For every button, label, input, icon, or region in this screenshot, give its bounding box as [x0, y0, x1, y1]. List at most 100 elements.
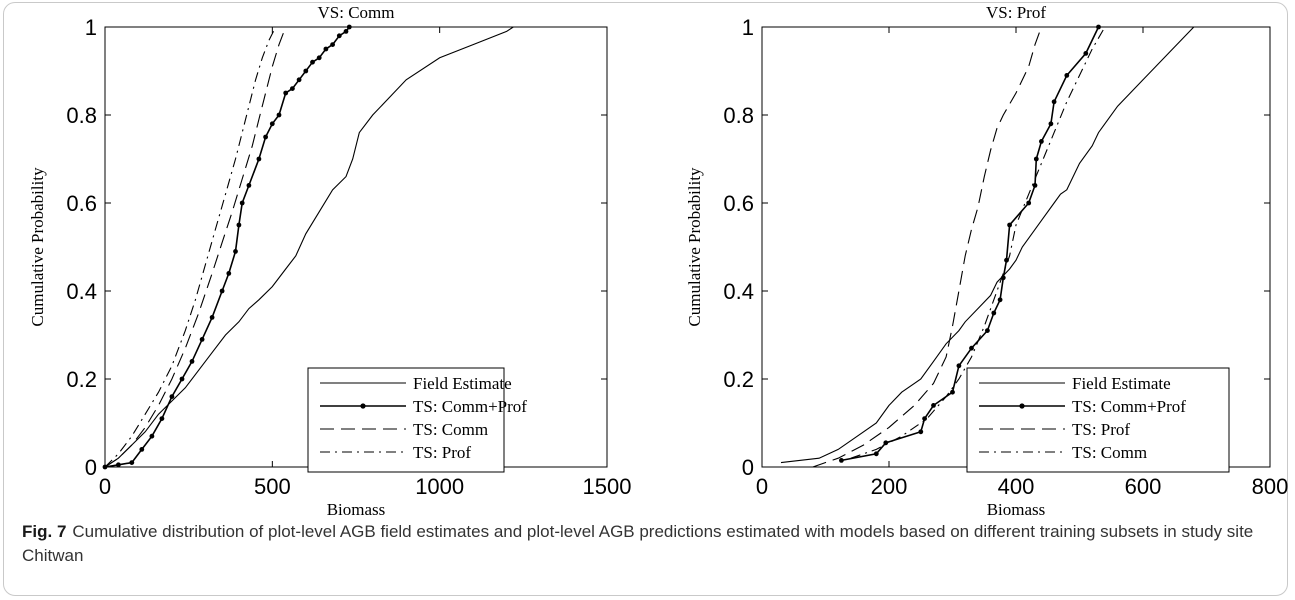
legend-entry-1: Field Estimate	[1072, 374, 1171, 393]
series-point	[922, 416, 927, 421]
legend-entry-3: TS: Comm	[413, 420, 488, 439]
series-point	[316, 55, 322, 61]
series-point	[336, 33, 342, 39]
x-tick-label: 400	[998, 474, 1035, 499]
y-tick-label: 0.2	[723, 367, 754, 392]
series-point	[969, 345, 974, 351]
series-point	[997, 297, 1003, 303]
series-point	[1051, 99, 1057, 105]
series-point	[873, 451, 879, 457]
series-point	[239, 200, 245, 206]
series-point	[956, 363, 962, 369]
legend: Field Estimate TS: Comm+Prof TS: Prof TS: C…	[966, 367, 1230, 473]
x-tick-label: 0	[99, 474, 111, 499]
series-point	[139, 447, 145, 452]
series-point	[985, 328, 990, 333]
series-point	[1064, 73, 1070, 78]
series-point	[918, 429, 924, 435]
series-point	[159, 416, 165, 421]
series-line-4	[105, 27, 277, 467]
x-tick-label: 0	[756, 474, 768, 499]
series-point	[323, 46, 329, 52]
series-point	[246, 183, 252, 188]
series-point	[256, 156, 262, 162]
y-tick-label: 0.4	[723, 279, 754, 304]
x-tick-label: 1000	[415, 474, 464, 499]
series-point	[116, 462, 121, 468]
chart-panel-2: 0 200 400 600 800 0 0.2 0.4 0.6 0.8 1 VS: Prof Bioma…	[685, 3, 1288, 515]
caption-text: Cumulative distribution of plot-level AG…	[22, 522, 1254, 565]
figure-caption: Fig. 7 Cumulative distribution of plot-le…	[22, 520, 1272, 568]
x-tick-label: 800	[1252, 474, 1289, 499]
series-point	[1033, 156, 1039, 162]
series-point	[179, 376, 185, 382]
series-point	[149, 433, 155, 439]
series-line-3	[105, 27, 287, 467]
x-axis-label: Biomass	[987, 500, 1046, 515]
figure-frame	[3, 2, 1288, 596]
x-axis-label: Biomass	[327, 500, 386, 515]
series-point	[1026, 200, 1032, 206]
series-point	[991, 310, 997, 316]
series-point	[296, 77, 302, 83]
series-point	[1007, 222, 1012, 228]
series-line-4	[850, 27, 1106, 459]
series-point	[310, 59, 315, 65]
series-point	[263, 134, 268, 140]
x-tick-label: 500	[254, 474, 291, 499]
y-tick-label: 0.6	[723, 191, 754, 216]
y-tick-label: 0.2	[66, 367, 97, 392]
chart-title: VS: Comm	[318, 3, 395, 22]
series-point	[1048, 121, 1054, 127]
legend-box	[966, 367, 1230, 473]
series-point	[209, 315, 215, 320]
series-point	[1032, 183, 1038, 188]
series-point	[199, 337, 205, 342]
y-tick-label: 0.4	[66, 279, 97, 304]
series-point	[1083, 51, 1089, 56]
series-point	[1039, 139, 1044, 144]
legend-entry-2: TS: Comm+Prof	[1072, 397, 1186, 416]
chart-title: VS: Prof	[986, 3, 1046, 22]
legend-entry-1: Field Estimate	[413, 374, 512, 393]
y-axis-label: Cumulative Probability	[28, 167, 47, 327]
series-point	[931, 403, 936, 408]
series-point	[950, 389, 955, 395]
series-line-3	[812, 27, 1042, 467]
legend-box	[307, 367, 505, 473]
series-point	[269, 121, 275, 127]
x-tick-label: 1500	[583, 474, 632, 499]
y-tick-label: 1	[742, 15, 754, 40]
series-point	[189, 359, 195, 364]
y-tick-label: 1	[85, 15, 97, 40]
legend-entry-4: TS: Comm	[1072, 443, 1147, 462]
legend-entry-3: TS: Prof	[1072, 420, 1130, 439]
series-point	[219, 288, 225, 294]
series-point	[169, 394, 175, 399]
y-tick-label: 0	[742, 455, 754, 480]
caption-label: Fig. 7	[22, 522, 67, 541]
legend-entry-2: TS: Comm+Prof	[413, 397, 527, 416]
series-point	[236, 222, 242, 228]
series-point	[290, 86, 295, 91]
figure-svg: 0 500 1000 1500 0 0.2 0.4 0.6 0.8 1 VS: Comm Biomas…	[28, 3, 1288, 515]
y-tick-label: 0.6	[66, 191, 97, 216]
series-point	[276, 112, 282, 118]
series-point	[129, 460, 135, 465]
series-point	[343, 29, 349, 34]
series-point	[233, 249, 238, 254]
y-tick-label: 0.8	[723, 103, 754, 128]
series-point	[226, 271, 232, 276]
legend-entry-4: TS: Prof	[413, 443, 471, 462]
series-point	[839, 458, 844, 463]
legend-marker	[1019, 403, 1025, 409]
series-point	[330, 42, 335, 47]
x-tick-label: 200	[871, 474, 908, 499]
y-tick-label: 0	[85, 455, 97, 480]
y-tick-label: 0.8	[66, 103, 97, 128]
series-point	[303, 68, 309, 74]
legend: Field Estimate TS: Comm+Prof TS: Comm TS: P…	[307, 367, 527, 473]
series-point	[283, 90, 289, 96]
y-axis-label: Cumulative Probability	[685, 167, 704, 327]
x-tick-label: 600	[1125, 474, 1162, 499]
